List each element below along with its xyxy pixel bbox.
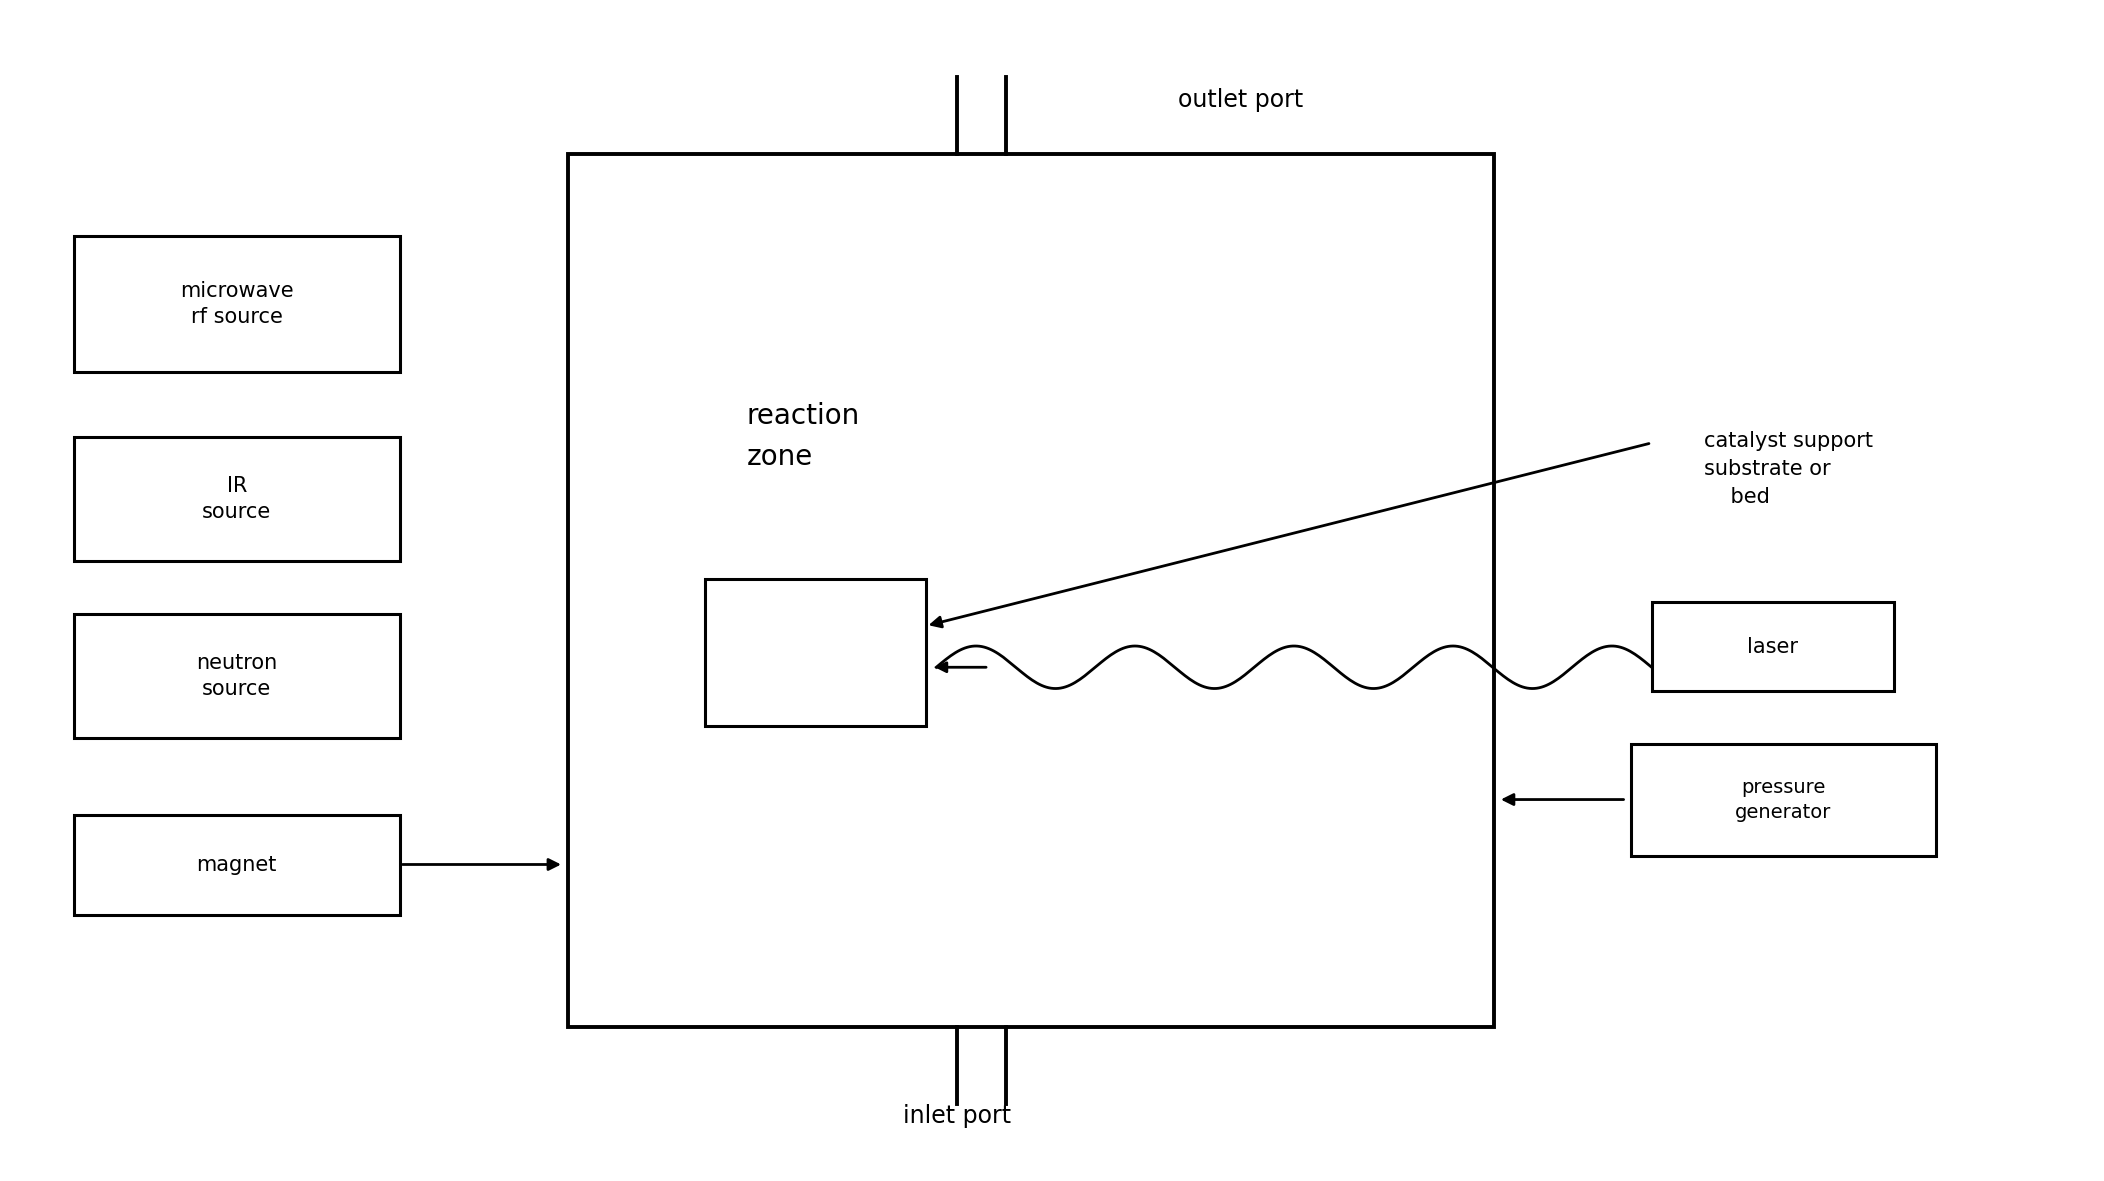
Text: laser: laser (1746, 637, 1799, 657)
Bar (568, 154, 1494, 1027)
Bar (705, 579, 926, 726)
Text: microwave
rf source: microwave rf source (179, 281, 295, 327)
Bar (1652, 602, 1894, 691)
Text: pressure
generator: pressure generator (1736, 778, 1830, 822)
Text: inlet port: inlet port (903, 1104, 1012, 1128)
Text: IR
source: IR source (202, 476, 271, 522)
Text: magnet: magnet (196, 855, 278, 875)
Bar (74, 614, 400, 738)
Text: outlet port: outlet port (1178, 89, 1304, 112)
Bar (74, 437, 400, 561)
Text: neutron
source: neutron source (196, 653, 278, 699)
Text: catalyst support
substrate or
    bed: catalyst support substrate or bed (1704, 431, 1873, 507)
Text: reaction
zone: reaction zone (747, 402, 861, 471)
Bar (1631, 744, 1936, 856)
Bar (74, 236, 400, 372)
Bar (74, 815, 400, 915)
